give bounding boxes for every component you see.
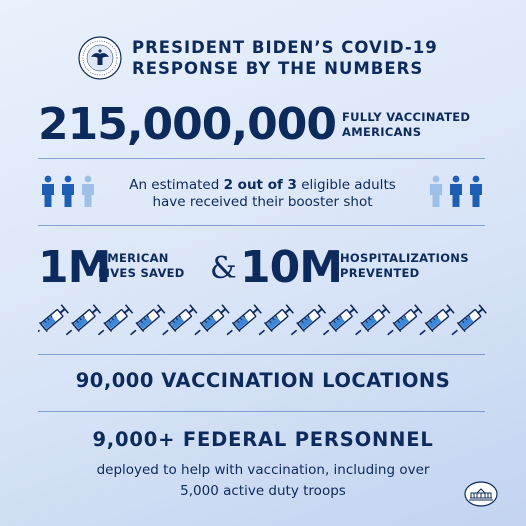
locations-text: 90,000 VACCINATION LOCATIONS — [75, 369, 451, 392]
syringe-row — [38, 304, 487, 336]
booster-text: An estimated 2 out of 3 eligible adults … — [110, 177, 415, 211]
divider-4 — [38, 411, 485, 412]
personnel-desc-line-1: deployed to help with vaccination, inclu… — [96, 462, 430, 478]
title-line-1: PRESIDENT BIDEN’S COVID-19 — [132, 38, 438, 57]
syringe-icon — [65, 304, 102, 336]
hospitalizations-label-line-1: HOSPITALIZATIONS — [340, 251, 469, 265]
presidential-seal-icon — [78, 36, 122, 80]
hospitalizations-label-line-2: PREVENTED — [340, 266, 420, 280]
personnel-desc-line-2: 5,000 active duty troops — [180, 483, 346, 499]
syringe-icon — [355, 304, 391, 336]
people-group-left — [42, 175, 94, 207]
syringe-icon — [162, 304, 198, 336]
booster-bold: 2 out of 3 — [223, 177, 297, 193]
booster-line-1: An estimated 2 out of 3 eligible adults — [110, 177, 415, 194]
title-line-2: RESPONSE BY THE NUMBERS — [132, 59, 424, 78]
syringe-icon — [419, 304, 455, 336]
person-icon — [82, 175, 94, 207]
person-icon — [62, 175, 74, 207]
hospitalizations-label: HOSPITALIZATIONS PREVENTED — [340, 251, 469, 281]
vaccinated-label-line-2: AMERICANS — [342, 125, 422, 139]
lives-number: 1M — [38, 242, 111, 293]
syringe-icon — [387, 304, 423, 336]
divider-1 — [38, 158, 485, 159]
syringe-icon — [226, 304, 262, 336]
lives-label-line-2: LIVES SAVED — [98, 266, 185, 280]
syringe-icon — [38, 304, 69, 336]
lives-label: AMERICAN LIVES SAVED — [98, 251, 185, 281]
booster-suffix: eligible adults — [296, 177, 396, 193]
people-group-right — [430, 175, 482, 207]
divider-2 — [38, 225, 485, 226]
person-icon — [42, 175, 54, 207]
lives-label-line-1: AMERICAN — [98, 251, 169, 265]
vaccinated-label-line-1: FULLY VACCINATED — [342, 110, 471, 124]
personnel-title: 9,000+ FEDERAL PERSONNEL — [92, 428, 434, 451]
vaccinated-number: 215,000,000 — [38, 99, 337, 150]
personnel-description: deployed to help with vaccination, inclu… — [38, 460, 488, 502]
booster-line-2: have received their booster shot — [152, 194, 373, 210]
divider-3 — [38, 354, 485, 355]
syringe-icon — [194, 304, 230, 336]
syringe-icon — [322, 304, 359, 336]
hospitalizations-number: 10M — [240, 242, 343, 293]
white-house-icon — [464, 481, 498, 507]
syringe-icon — [258, 304, 294, 336]
page-title: PRESIDENT BIDEN’S COVID-19 RESPONSE BY T… — [132, 37, 472, 79]
person-icon — [430, 175, 442, 207]
ampersand: & — [210, 251, 237, 286]
person-icon — [470, 175, 482, 207]
vaccinated-label: FULLY VACCINATED AMERICANS — [342, 110, 470, 140]
syringe-icon — [290, 304, 327, 336]
syringe-icon — [451, 304, 487, 336]
person-icon — [450, 175, 462, 207]
syringe-icon — [97, 304, 134, 336]
booster-prefix: An estimated — [129, 177, 224, 193]
syringe-icon — [130, 304, 166, 336]
